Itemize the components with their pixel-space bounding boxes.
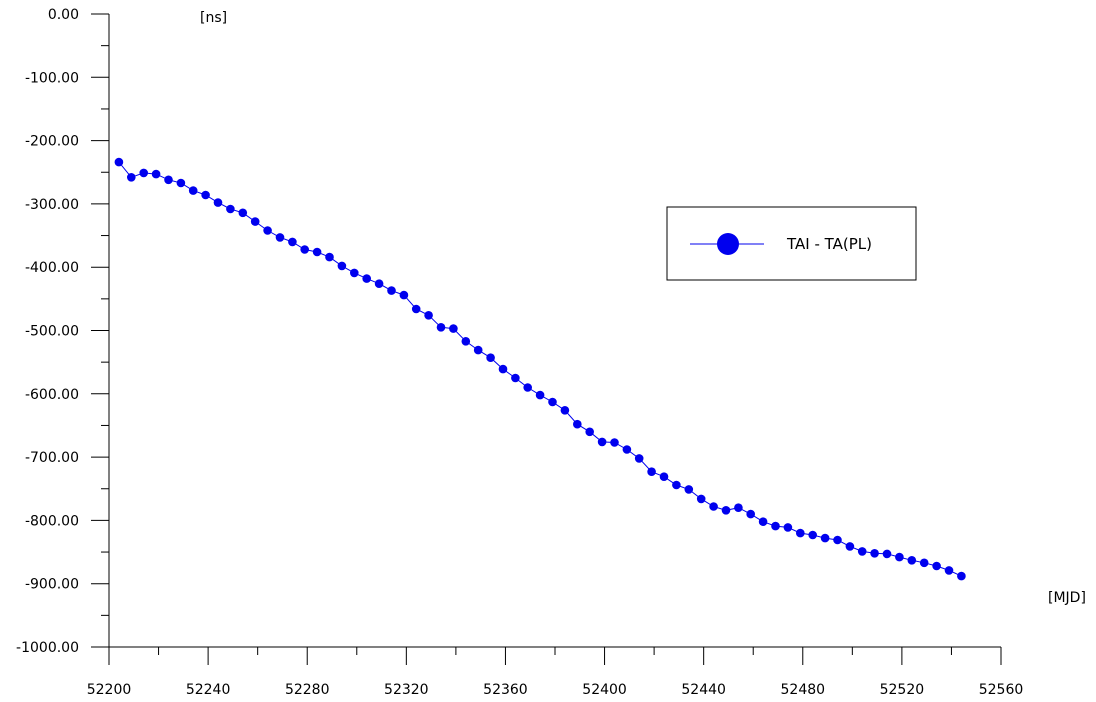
data-point xyxy=(411,304,421,314)
x-axis-ticks: 52200 52240 52280 52320 52360 52400 52440 52480… xyxy=(87,647,1024,698)
x-tick-label: 52240 xyxy=(186,682,231,698)
data-point xyxy=(585,427,594,437)
y-tick-label: -900.00 xyxy=(25,577,79,593)
data-point xyxy=(511,373,520,383)
data-point xyxy=(622,445,632,454)
data-point xyxy=(275,233,285,242)
x-axis-label: [MJD] xyxy=(1048,590,1086,606)
y-tick-label: -800.00 xyxy=(25,513,79,529)
legend: TAI - TA(PL) xyxy=(666,206,917,281)
data-point xyxy=(932,561,941,571)
data-point xyxy=(424,311,433,320)
y-tick-label: -100.00 xyxy=(25,70,79,86)
data-point xyxy=(151,169,161,179)
data-point xyxy=(721,506,731,515)
data-point xyxy=(783,523,793,532)
data-point xyxy=(895,552,904,562)
data-point xyxy=(461,337,471,346)
data-point xyxy=(350,268,359,278)
data-point xyxy=(684,485,694,494)
data-point xyxy=(312,247,322,257)
y-tick-label: -200.00 xyxy=(25,134,79,150)
data-point xyxy=(498,364,508,374)
x-tick-label: 52520 xyxy=(880,682,925,698)
data-point xyxy=(399,290,409,300)
data-point xyxy=(746,509,755,519)
data-point xyxy=(288,237,297,247)
data-point xyxy=(436,323,446,332)
data-point xyxy=(535,390,545,400)
data-point xyxy=(548,397,557,407)
data-point xyxy=(758,517,768,526)
data-point xyxy=(250,217,260,226)
legend-marker-swatch xyxy=(717,233,739,255)
data-point xyxy=(659,472,669,482)
data-point xyxy=(820,533,830,543)
data-point xyxy=(833,535,842,545)
data-point xyxy=(201,190,210,200)
y-tick-label: -500.00 xyxy=(25,324,79,340)
data-point xyxy=(139,168,148,178)
x-tick-label: 52280 xyxy=(285,682,330,698)
x-tick-label: 52560 xyxy=(979,682,1024,698)
legend-label: TAI - TA(PL) xyxy=(786,235,872,253)
data-point xyxy=(387,286,396,295)
data-point xyxy=(523,383,532,392)
data-point xyxy=(672,480,681,490)
x-tick-label: 52400 xyxy=(582,682,627,698)
data-point xyxy=(907,556,917,565)
y-axis-ticks: 0.00 -100.00 -200.00 -300.00 -400.00 -500.00 -… xyxy=(16,7,109,656)
data-point xyxy=(709,502,718,511)
x-tick-label: 52320 xyxy=(384,682,429,698)
data-point xyxy=(325,252,334,262)
y-tick-label: 0.00 xyxy=(48,7,79,23)
x-tick-label: 52360 xyxy=(483,682,528,698)
x-tick-label: 52480 xyxy=(781,682,826,698)
data-point xyxy=(919,558,929,568)
data-point xyxy=(796,528,805,538)
data-point xyxy=(573,419,582,429)
data-point xyxy=(114,157,124,167)
data-point xyxy=(597,437,607,447)
data-point xyxy=(176,178,186,188)
data-point xyxy=(882,549,892,559)
data-point xyxy=(374,279,384,289)
data-point xyxy=(226,204,235,214)
x-tick-label: 52200 xyxy=(87,682,132,698)
data-point xyxy=(164,175,173,185)
data-point xyxy=(944,566,954,575)
data-point xyxy=(263,226,272,235)
data-point xyxy=(300,245,310,254)
data-point xyxy=(560,406,570,415)
y-tick-label: -600.00 xyxy=(25,387,79,403)
data-point xyxy=(238,208,248,218)
data-point xyxy=(734,503,743,512)
data-point xyxy=(857,547,867,556)
y-tick-label: -300.00 xyxy=(25,197,79,213)
data-point xyxy=(808,530,817,540)
data-point xyxy=(771,521,780,531)
data-point xyxy=(127,173,136,182)
y-tick-label: -400.00 xyxy=(25,260,79,276)
x-tick-label: 52440 xyxy=(681,682,726,698)
data-point xyxy=(610,438,619,447)
data-point xyxy=(696,494,706,504)
data-point xyxy=(634,454,644,463)
data-point xyxy=(647,467,656,477)
data-point xyxy=(449,324,458,333)
data-point xyxy=(362,274,372,283)
data-point xyxy=(337,261,347,271)
data-point xyxy=(845,542,855,551)
y-axis-label: [ns] xyxy=(200,10,227,26)
data-point xyxy=(473,345,483,355)
y-tick-label: -1000.00 xyxy=(16,640,79,656)
data-point xyxy=(188,186,198,195)
data-point xyxy=(213,198,223,207)
data-point xyxy=(486,353,495,363)
data-point xyxy=(957,571,966,581)
series-group xyxy=(114,157,966,581)
y-tick-label: -700.00 xyxy=(25,450,79,466)
data-point xyxy=(870,549,879,558)
